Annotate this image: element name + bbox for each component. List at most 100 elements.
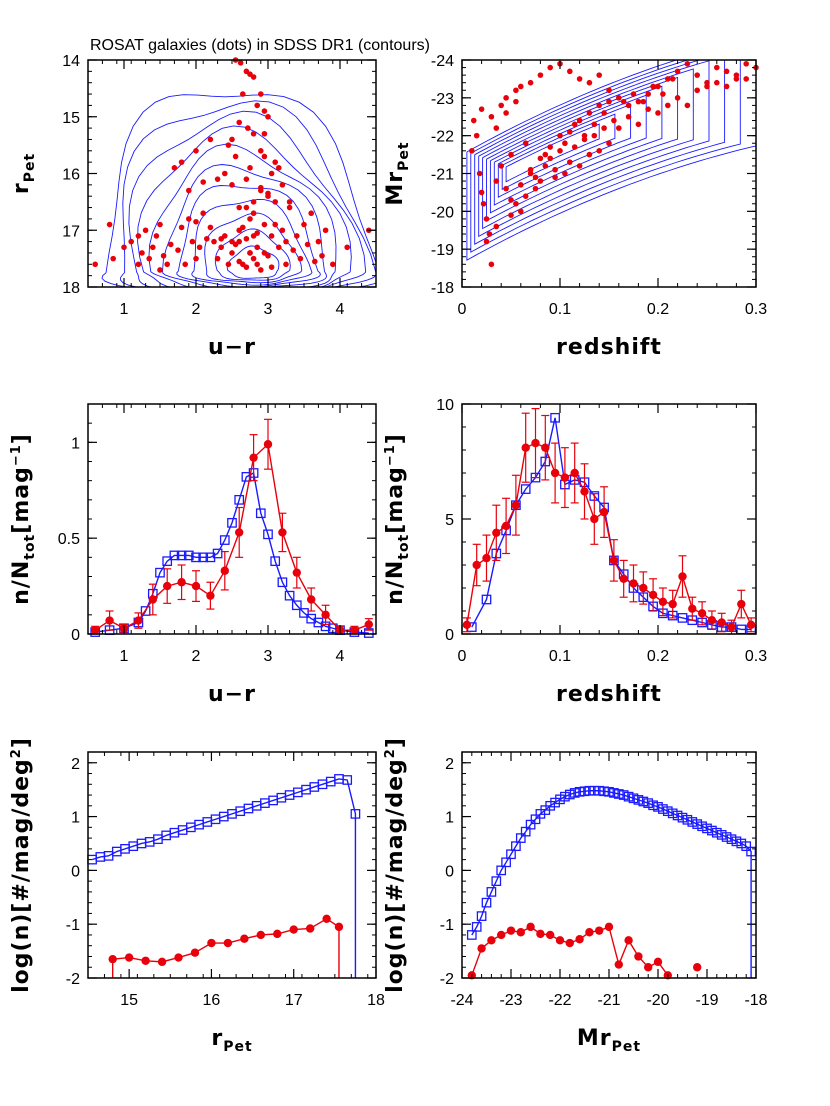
data-point (692, 819, 703, 829)
data-point (571, 144, 578, 150)
data-point (249, 453, 258, 462)
data-point (586, 151, 593, 158)
contour-line (501, 113, 616, 191)
data-point (265, 190, 271, 197)
y-tick-label: -19 (431, 242, 454, 259)
data-point (733, 76, 740, 82)
data-point (624, 936, 633, 945)
data-point (289, 925, 298, 934)
data-point (364, 620, 373, 629)
data-point (477, 944, 486, 953)
data-point (616, 95, 622, 101)
data-point (590, 514, 599, 524)
data-point (487, 936, 496, 945)
data-point (272, 199, 279, 205)
data-point (555, 936, 565, 945)
data-point (153, 233, 160, 239)
data-point (736, 838, 747, 849)
data-point (193, 255, 199, 262)
data-point (110, 255, 116, 262)
data-point (277, 577, 288, 588)
data-point (693, 963, 702, 972)
data-point (291, 600, 302, 611)
data-point (643, 798, 654, 808)
data-point (550, 797, 560, 808)
data-point (581, 132, 588, 139)
data-point (315, 238, 322, 245)
data-point (243, 235, 250, 242)
data-point (520, 484, 531, 494)
data-point (648, 800, 658, 811)
data-point (707, 616, 717, 625)
data-point (108, 954, 117, 964)
data-point (163, 581, 172, 591)
data-point (146, 255, 152, 262)
data-point (268, 264, 275, 270)
data-point (258, 91, 264, 97)
data-point (198, 552, 209, 563)
data-point (609, 788, 619, 798)
data-point (526, 922, 535, 932)
x-tick-label: -23 (499, 992, 522, 1009)
data-point (263, 440, 273, 449)
x-tick-label: -19 (695, 992, 718, 1009)
x-tick-label: -21 (597, 992, 620, 1009)
data-point (211, 238, 217, 245)
data-point (493, 178, 500, 184)
data-point (350, 809, 361, 819)
data-point (342, 775, 353, 785)
data-point (530, 814, 541, 825)
data-point (193, 148, 199, 154)
x-tick-label: 3 (264, 648, 273, 665)
data-point (513, 98, 519, 105)
data-point (625, 113, 632, 120)
contour-line (101, 94, 376, 287)
data-point (322, 227, 329, 234)
data-point (162, 556, 173, 567)
contour-line (148, 143, 337, 287)
data-point (268, 233, 275, 239)
series-group (466, 785, 756, 980)
data-point (684, 102, 691, 109)
data-point (261, 221, 268, 228)
data-point (527, 79, 534, 86)
data-point (319, 252, 325, 259)
y-tick-label: 2 (71, 756, 80, 773)
x-tick-label: 0 (458, 301, 467, 318)
y-tick-label: 0 (445, 627, 454, 644)
data-point (665, 76, 671, 82)
data-point (164, 261, 170, 268)
data-point (294, 233, 300, 239)
data-point (254, 102, 260, 109)
data-point (552, 166, 558, 173)
data-point (515, 833, 526, 843)
data-point (547, 144, 553, 150)
contour-line (176, 185, 321, 287)
y-tick-label: -21 (431, 167, 454, 184)
data-point (299, 608, 309, 618)
contour-line (470, 60, 741, 253)
data-point (473, 132, 480, 139)
data-point (218, 235, 224, 242)
data-point (106, 221, 113, 228)
x-tick-label: 1 (120, 648, 129, 665)
data-point (232, 153, 239, 160)
data-point (135, 233, 142, 239)
data-point (513, 87, 519, 94)
data-point (645, 91, 651, 97)
x-tick-label: 4 (336, 648, 345, 665)
x-tick-label: 0.2 (647, 648, 669, 665)
data-point (225, 261, 232, 268)
data-point (613, 789, 624, 799)
data-point (250, 199, 257, 205)
data-point (227, 517, 237, 528)
data-point (478, 106, 485, 112)
data-point (191, 581, 201, 591)
data-point (537, 178, 544, 184)
y-tick-label: 14 (62, 53, 80, 70)
data-point (488, 261, 495, 268)
data-point (508, 212, 514, 218)
y-tick-label: 16 (62, 167, 80, 184)
series-group (462, 408, 756, 635)
data-point (562, 170, 568, 177)
